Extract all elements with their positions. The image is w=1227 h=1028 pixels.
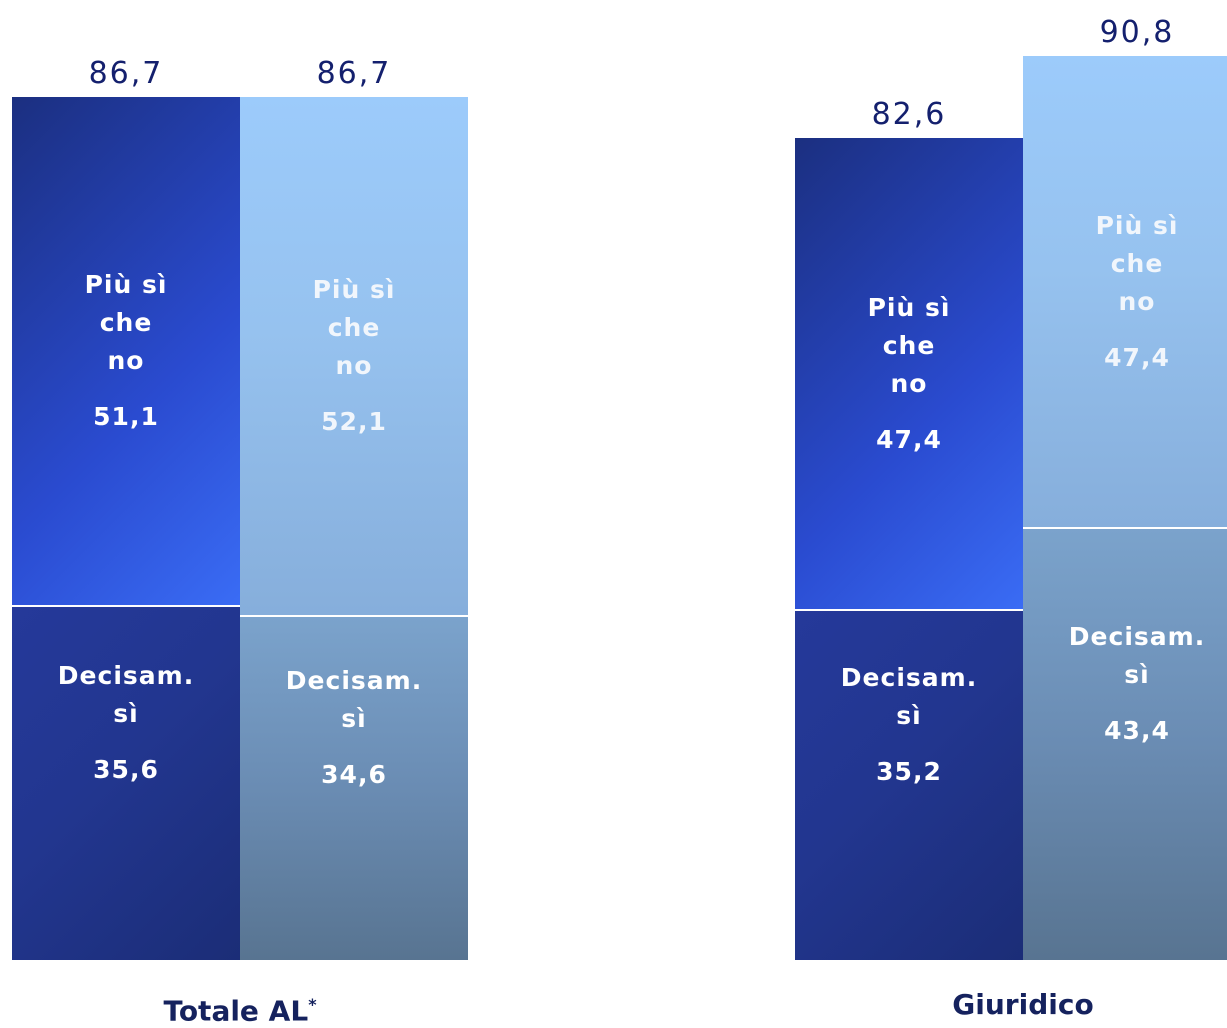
bar-total-label: 90,8 (1099, 15, 1175, 50)
segment-label: Decisam. sì 35,2 (795, 659, 1023, 791)
bar-segment: Decisam. sì 43,4 (1023, 527, 1227, 960)
segment-label: Decisam. sì 34,6 (240, 662, 468, 794)
category-footnote-mark: * (308, 995, 317, 1014)
segment-label: Decisam. sì 43,4 (1023, 618, 1227, 750)
segment-label-line: Più sì (312, 275, 396, 305)
segment-label-line: no (335, 351, 373, 381)
segment-label-line: sì (113, 698, 139, 728)
segment-label-line: Decisam. (840, 662, 978, 692)
segment-divider (795, 608, 1023, 611)
segment-divider (240, 614, 468, 617)
segment-label-line: no (890, 368, 928, 398)
segment-value-label: 43,4 (1104, 715, 1170, 745)
segment-label: Più sì che no 47,4 (795, 289, 1023, 459)
category-label: Giuridico (795, 988, 1227, 1022)
segment-value-label: 52,1 (321, 407, 387, 437)
segment-label: Più sì che no 52,1 (240, 271, 468, 441)
segment-label-line: Decisam. (57, 660, 195, 690)
segment-label-line: Decisam. (285, 665, 423, 695)
segment-label-line: Più sì (1095, 210, 1179, 240)
segment-label: Decisam. sì 35,6 (12, 657, 240, 789)
bar-segment: Decisam. sì 35,6 (12, 605, 240, 960)
segment-label-line: che (327, 313, 381, 343)
bar-segment: Decisam. sì 34,6 (240, 615, 468, 960)
segment-label-line: no (107, 346, 145, 376)
segment-label: Più sì che no 47,4 (1023, 207, 1227, 377)
bar-segment: Decisam. sì 35,2 (795, 609, 1023, 960)
bar-total-label: 86,7 (316, 55, 392, 91)
segment-value-label: 34,6 (321, 759, 387, 789)
category-label: Totale AL* (12, 988, 468, 1028)
category-label-text: Totale AL (163, 994, 309, 1028)
segment-divider (12, 604, 240, 607)
segment-value-label: 35,2 (876, 756, 942, 786)
category-label-text: Giuridico (952, 988, 1094, 1021)
segment-label: Più sì che no 51,1 (12, 266, 240, 436)
segment-label-line: che (882, 330, 936, 360)
bar-segment: Più sì che no 47,4 (795, 137, 1023, 610)
segment-label-line: Più sì (867, 292, 951, 322)
segment-value-label: 47,4 (876, 424, 942, 454)
bar-segment: Più sì che no 47,4 (1023, 56, 1227, 528)
segment-value-label: 51,1 (93, 402, 159, 432)
segment-label-line: sì (896, 700, 922, 730)
segment-label-line: sì (1124, 659, 1150, 689)
bar-segment: Più sì che no 51,1 (12, 96, 240, 606)
segment-label-line: Decisam. (1068, 621, 1206, 651)
segment-value-label: 47,4 (1104, 342, 1170, 372)
bar-segment: Più sì che no 52,1 (240, 96, 468, 616)
segment-label-line: sì (341, 703, 367, 733)
segment-value-label: 35,6 (93, 754, 159, 784)
segment-label-line: che (1110, 248, 1164, 278)
bar-total-label: 86,7 (88, 55, 164, 91)
segment-label-line: che (99, 308, 153, 338)
segment-divider (1023, 526, 1227, 529)
bar-total-label: 82,6 (871, 96, 947, 132)
segment-label-line: Più sì (84, 270, 168, 300)
segment-label-line: no (1118, 286, 1156, 316)
